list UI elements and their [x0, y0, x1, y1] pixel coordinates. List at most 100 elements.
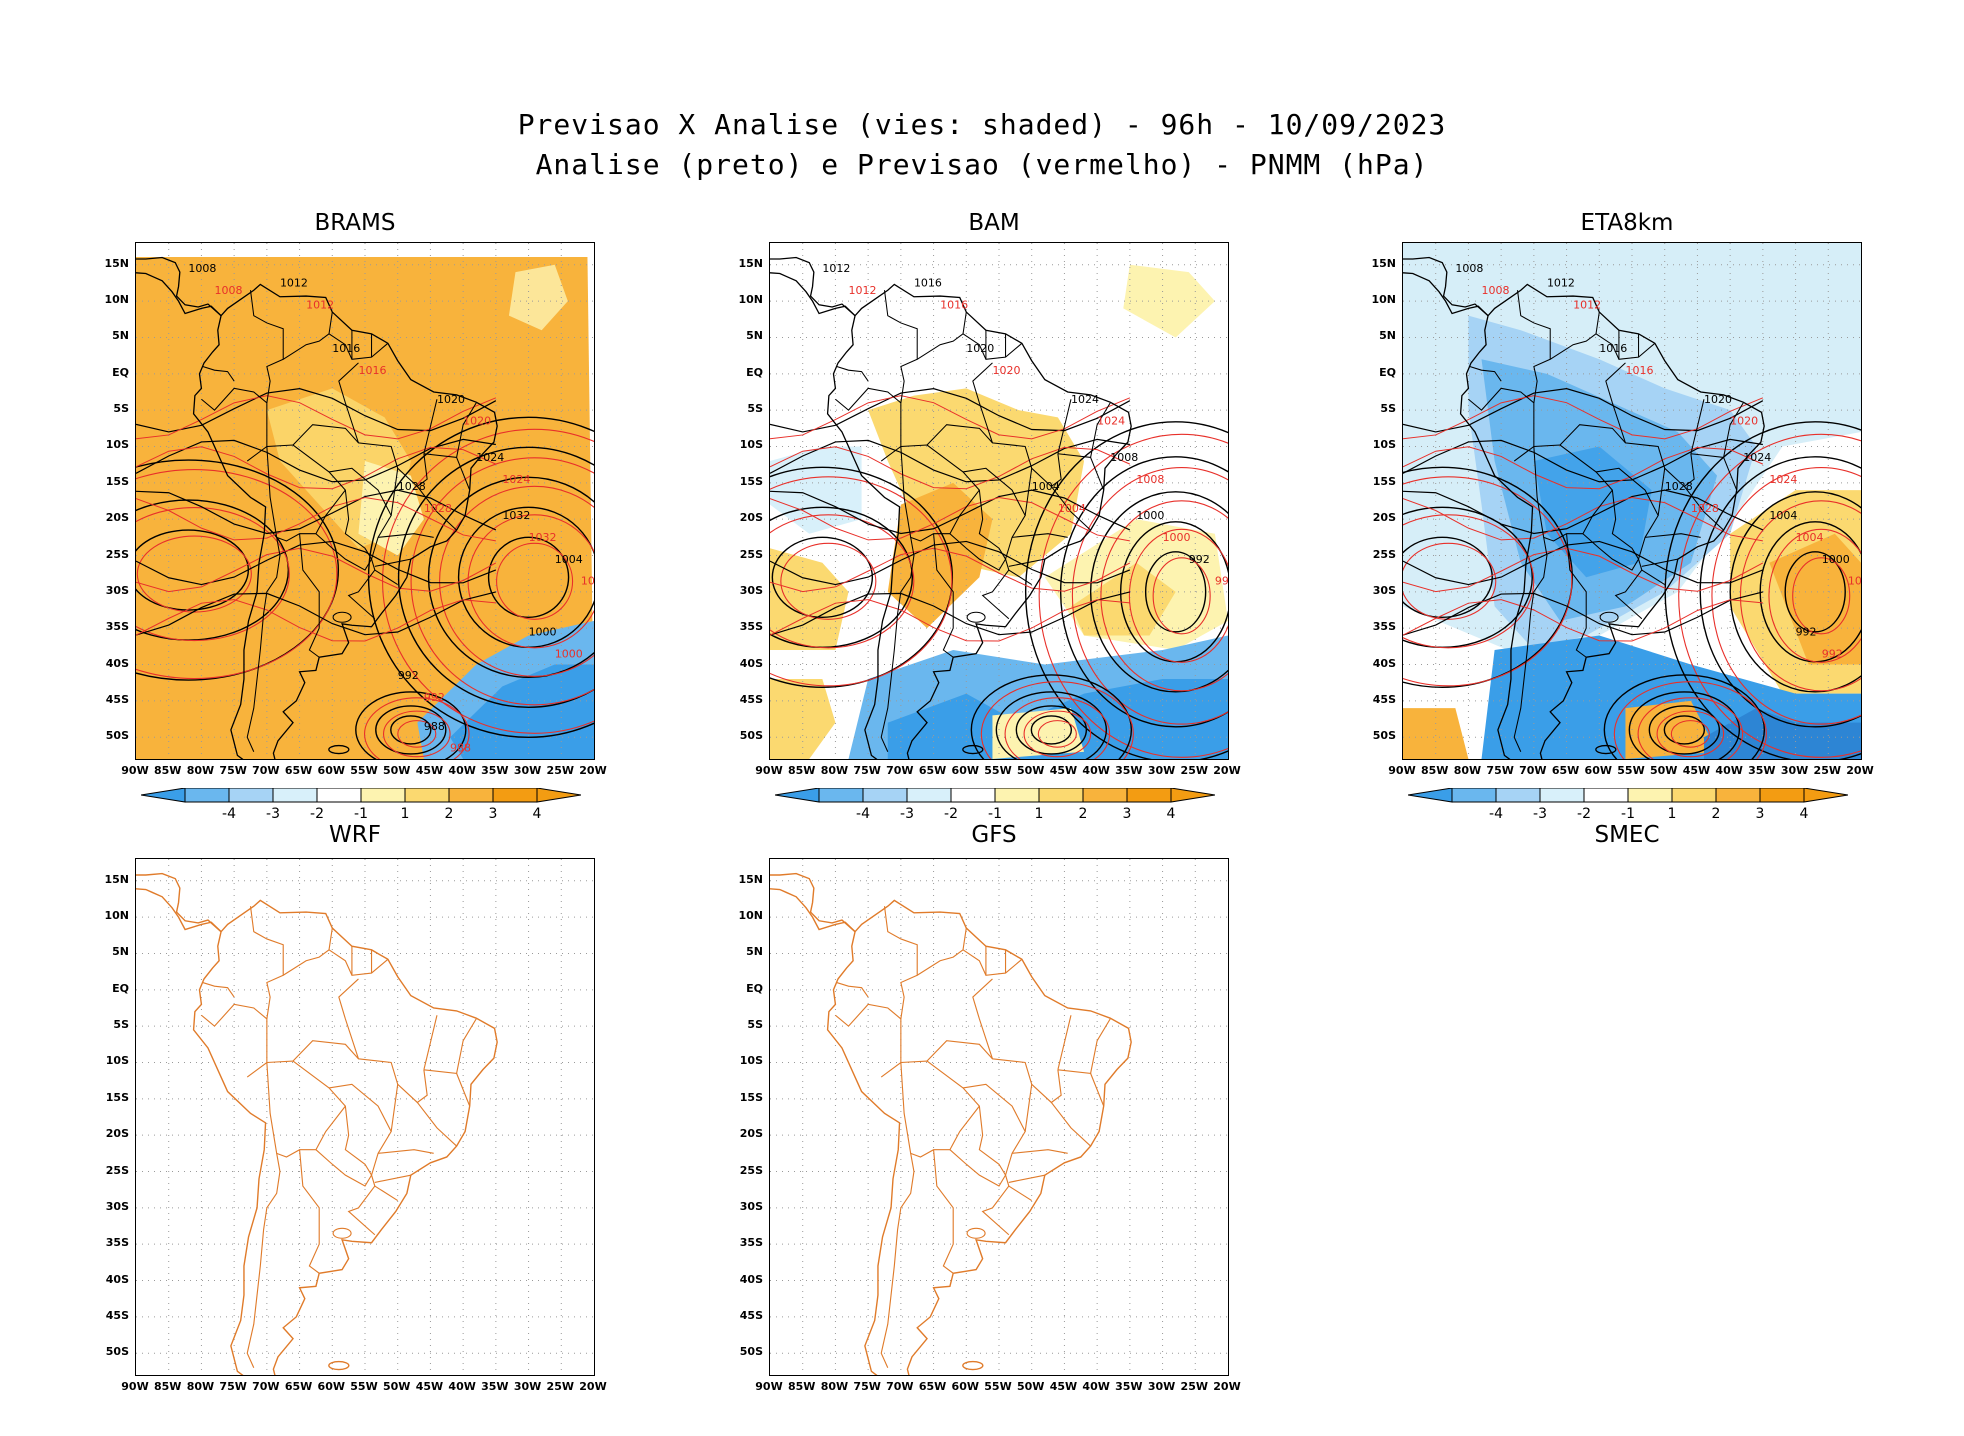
- forecast-isobar: [1656, 710, 1725, 758]
- country-border: [1657, 468, 1666, 516]
- map-panel-gfs: [769, 858, 1229, 1376]
- colorbar-segment: [1627, 788, 1673, 803]
- coastline: [826, 899, 1132, 1375]
- analysis-isobar: [427, 476, 594, 678]
- lat-tick-label: 5S: [1380, 402, 1396, 416]
- lon-tick-label: 60W: [951, 764, 980, 777]
- country-border: [1690, 399, 1705, 454]
- forecast-isobar: [136, 469, 338, 680]
- forecast-isobar: [136, 599, 496, 642]
- lat-tick-label: 10S: [739, 1054, 763, 1068]
- coastline: [192, 899, 498, 1375]
- forecast-isobar: [770, 476, 953, 687]
- country-border: [836, 982, 869, 998]
- colorbar-tick-label: -2: [310, 806, 324, 822]
- lat-tick-label: 5S: [747, 1018, 763, 1032]
- contour-label: 1028: [1665, 480, 1693, 493]
- lon-tick-label: 65W: [284, 764, 313, 777]
- country-border: [374, 1174, 411, 1183]
- contour-label: 992: [1189, 553, 1210, 566]
- contour-label: 1016: [332, 342, 360, 355]
- country-border: [883, 906, 918, 1019]
- lat-tick-label: 45S: [739, 692, 763, 706]
- country-border: [916, 311, 967, 360]
- country-border: [1057, 402, 1111, 458]
- analysis-isobar: [1603, 674, 1766, 759]
- bias-shading: [770, 679, 836, 759]
- lon-tick-labels: 90W 85W 80W 75W 70W 65W 60W 55W 50W 45W 40W 35W 30W 2…: [1388, 764, 1873, 778]
- country-border: [836, 366, 869, 382]
- lon-tick-label: 85W: [787, 1380, 816, 1393]
- lon-tick-label: 30W: [1147, 764, 1176, 777]
- colorbar-tick-label: 4: [1799, 806, 1809, 822]
- contour-label-forecast: 1020: [463, 415, 491, 428]
- lon-tick-labels: 90W 85W 80W 75W 70W 65W 60W 55W 50W 45W 40W 35W 30W 2…: [755, 1380, 1240, 1394]
- lon-tick-label: 40W: [1082, 764, 1110, 777]
- bias-shading: [1123, 264, 1215, 338]
- country-border: [328, 467, 392, 560]
- country-border: [1057, 1015, 1072, 1070]
- lon-tick-label: 90W: [121, 1380, 149, 1393]
- country-border: [338, 978, 359, 1060]
- lon-tick-label: 85W: [153, 1380, 182, 1393]
- country-border: [1050, 486, 1091, 531]
- lat-tick-label: 45S: [1372, 692, 1396, 706]
- lat-tick-label: 15S: [1372, 474, 1396, 488]
- lon-tick-label: 75W: [853, 1380, 881, 1393]
- country-border: [202, 366, 235, 382]
- lat-tick-label: 15N: [104, 872, 129, 886]
- contour-label: 1012: [822, 262, 850, 275]
- contour-label: 1016: [1599, 342, 1627, 355]
- forecast-isobar: [410, 457, 594, 706]
- country-border: [202, 982, 235, 998]
- lon-tick-label: 50W: [382, 1380, 411, 1393]
- lat-tick-label: 10N: [104, 909, 129, 923]
- contour-label-forecast: 1004: [1058, 502, 1086, 515]
- lon-tick-label: 25W: [1180, 764, 1209, 777]
- lon-tick-label: 70W: [252, 1380, 280, 1393]
- lat-tick-label: 20S: [105, 1127, 129, 1141]
- lon-tick-label: 85W: [787, 764, 816, 777]
- country-border: [378, 533, 434, 538]
- colorbar-tick-label: 3: [488, 806, 498, 822]
- contour-label: 1016: [914, 277, 942, 290]
- colorbar-segment: [1583, 788, 1629, 803]
- map-panel-eta8km: 1008 1008 1012 1012 1016 1016 1020 1020 1024 1024…: [1402, 242, 1862, 760]
- lat-tick-label: 30S: [105, 583, 129, 597]
- country-border: [962, 467, 1026, 560]
- country-border: [900, 446, 980, 542]
- lon-tick-label: 65W: [918, 764, 947, 777]
- colorbar-tick-label: 2: [1711, 806, 1721, 822]
- analysis-isobar: [375, 705, 447, 755]
- lon-tick-label: 65W: [1551, 764, 1580, 777]
- figure-title-line1: Previsao X Analise (vies: shaded) - 96h …: [517, 108, 1447, 141]
- bias-shading: [770, 446, 862, 534]
- lat-tick-label: 15S: [105, 1090, 129, 1104]
- forecast-isobar: [136, 497, 496, 542]
- country-border: [926, 1040, 1062, 1104]
- forecast-isobar: [1637, 697, 1744, 759]
- lat-tick-label: 40S: [739, 1272, 763, 1286]
- colorbar-segment: [1671, 788, 1717, 803]
- colorbar-segment: [906, 788, 952, 803]
- coastline-central-america: [1403, 272, 1489, 317]
- country-border: [315, 533, 372, 571]
- colorbar-segment: [1126, 788, 1172, 803]
- analysis-isobar: [1663, 715, 1706, 745]
- lon-tick-label: 55W: [350, 764, 378, 777]
- bias-shading: [868, 388, 1085, 578]
- country-border: [1690, 402, 1744, 458]
- colorbar-tick-label: -1: [988, 806, 1002, 822]
- lat-tick-label: 15N: [1371, 256, 1396, 270]
- country-border: [390, 468, 399, 516]
- forecast-isobar: [1403, 497, 1763, 542]
- analysis-isobar: [770, 388, 1131, 433]
- country-border: [423, 1018, 477, 1075]
- rio-de-la-plata-outline: [966, 1227, 986, 1239]
- contour-label: 1024: [476, 451, 504, 464]
- colorbar-tick-label: -2: [1577, 806, 1591, 822]
- contour-label: 1008: [1110, 451, 1138, 464]
- country-border: [416, 1102, 457, 1147]
- contour-label: 1004: [1032, 480, 1060, 493]
- lon-tick-label: 90W: [755, 764, 783, 777]
